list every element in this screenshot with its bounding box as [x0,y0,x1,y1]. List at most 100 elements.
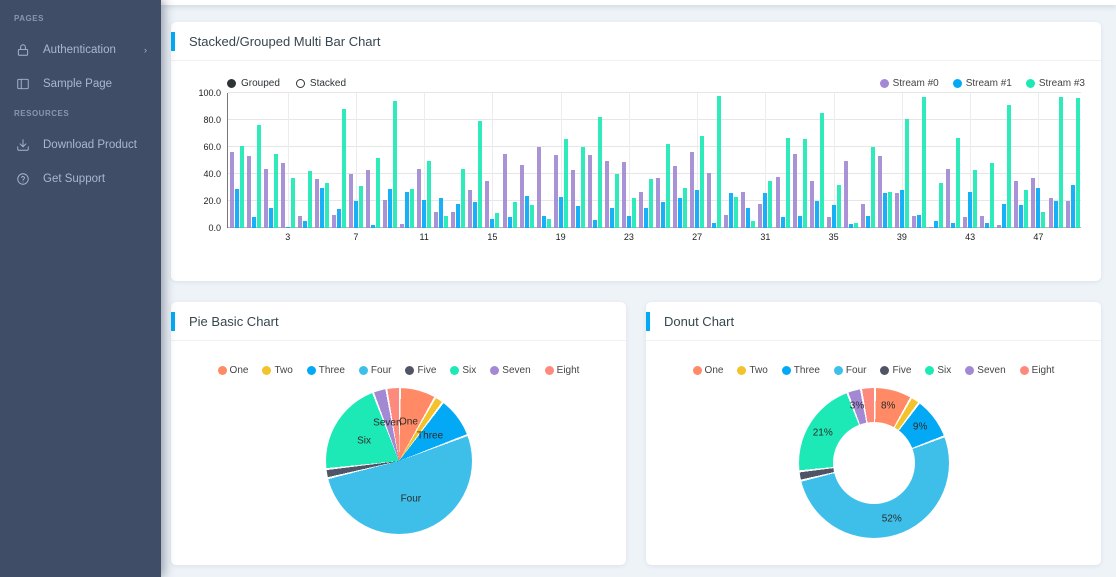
bar-stream-0[interactable] [229,152,234,228]
bar-stream-3[interactable] [819,113,824,228]
bar-stream-3[interactable] [683,187,688,228]
bar-stream-0[interactable] [673,165,678,228]
bar-stream-3[interactable] [427,160,432,228]
legend-item-four[interactable]: Four [833,365,866,376]
bar-stream-0[interactable] [485,180,490,228]
bar-stream-3[interactable] [563,138,568,228]
bar-stream-3[interactable] [1024,190,1029,228]
legend-item-four[interactable]: Four [358,365,391,376]
bar-stream-1[interactable] [251,217,256,228]
legend-item-two[interactable]: Two [262,365,293,376]
bar-stream-0[interactable] [604,160,609,228]
bar-stream-0[interactable] [519,164,524,228]
legend-item-seven[interactable]: Seven [490,365,531,376]
bar-stream-1[interactable] [985,222,990,228]
bar-stream-3[interactable] [939,183,944,228]
bar-stream-1[interactable] [780,217,785,228]
bar-stream-3[interactable] [358,186,363,228]
bar-stream-1[interactable] [371,225,376,228]
bar-stream-3[interactable] [922,97,927,228]
bar-stream-0[interactable] [331,214,336,228]
bar-stream-3[interactable] [785,137,790,228]
bar-stream-0[interactable] [1065,201,1070,228]
bar-stream-1[interactable] [473,202,478,228]
bar-plot[interactable]: 0.0 20.0 40.0 60.0 80.0 100.0 3 7 11 15 19 23 27 31 35… [198,88,1081,242]
bar-stream-1[interactable] [951,222,956,228]
bar-stream-0[interactable] [297,215,302,228]
bar-stream-0[interactable] [690,152,695,228]
bar-stream-1[interactable] [729,192,734,228]
bar-stream-1[interactable] [405,191,410,228]
bar-stream-3[interactable] [393,101,398,228]
bar-stream-3[interactable] [904,118,909,228]
legend-item-three[interactable]: Three [781,365,820,376]
bar-stream-0[interactable] [775,176,780,228]
bar-stream-1[interactable] [456,203,461,228]
bar-stream-0[interactable] [741,191,746,228]
bar-stream-3[interactable] [239,145,244,228]
bar-stream-3[interactable] [1041,211,1046,228]
bar-stream-0[interactable] [280,163,285,228]
bar-stream-0[interactable] [826,217,831,228]
bar-stream-1[interactable] [302,221,307,228]
legend-item-six[interactable]: Six [925,365,951,376]
bar-stream-3[interactable] [734,196,739,228]
bar-stream-1[interactable] [285,226,290,228]
bar-stream-1[interactable] [661,202,666,228]
bar-stream-0[interactable] [400,223,405,228]
bar-stream-1[interactable] [917,214,922,228]
bar-stream-3[interactable] [751,221,756,228]
bar-stream-0[interactable] [263,168,268,228]
bar-stream-1[interactable] [507,217,512,228]
legend-item-five[interactable]: Five [405,365,436,376]
bar-stream-3[interactable] [307,171,312,228]
sidebar-item-download-product[interactable]: Download Product [0,128,161,162]
bar-stream-0[interactable] [963,217,968,228]
bar-stream-3[interactable] [853,222,858,228]
bar-stream-1[interactable] [626,215,631,228]
bar-stream-3[interactable] [546,218,551,228]
sidebar-item-get-support[interactable]: Get Support [0,162,161,196]
bar-stream-0[interactable] [1031,178,1036,228]
bar-stream-0[interactable] [434,211,439,228]
bar-stream-3[interactable] [1058,97,1063,228]
bar-stream-3[interactable] [631,198,636,228]
legend-item-eight[interactable]: Eight [544,365,579,376]
bar-stream-3[interactable] [376,157,381,228]
bar-stream-3[interactable] [717,95,722,228]
legend-item-stream-0[interactable]: Stream #0 [879,78,939,89]
bar-stream-3[interactable] [887,191,892,228]
bar-stream-0[interactable] [877,156,882,228]
bar-stream-3[interactable] [341,109,346,228]
bar-stream-3[interactable] [256,125,261,228]
mode-control-grouped[interactable]: Grouped [227,78,280,89]
bar-stream-0[interactable] [570,169,575,228]
bar-stream-0[interactable] [536,147,541,228]
bar-stream-3[interactable] [666,144,671,228]
bar-stream-0[interactable] [792,153,797,228]
bar-stream-0[interactable] [366,169,371,228]
bar-stream-3[interactable] [990,163,995,228]
bar-stream-0[interactable] [468,190,473,228]
legend-item-stream-3[interactable]: Stream #3 [1025,78,1085,89]
legend-item-one[interactable]: One [692,365,723,376]
bar-stream-1[interactable] [712,222,717,228]
bar-stream-1[interactable] [899,190,904,228]
bar-stream-3[interactable] [802,138,807,228]
bar-stream-0[interactable] [1014,180,1019,228]
bar-stream-1[interactable] [541,215,546,228]
bar-stream-0[interactable] [758,203,763,228]
bar-stream-0[interactable] [843,160,848,228]
bar-stream-3[interactable] [324,183,329,228]
bar-stream-0[interactable] [724,214,729,228]
bar-stream-1[interactable] [882,192,887,228]
bar-stream-1[interactable] [1053,201,1058,228]
sidebar-item-authentication[interactable]: Authentication › [0,33,161,67]
bar-stream-1[interactable] [353,201,358,228]
bar-stream-1[interactable] [439,198,444,228]
bar-stream-3[interactable] [512,202,517,228]
bar-stream-1[interactable] [422,199,427,228]
bar-stream-1[interactable] [1070,184,1075,228]
bar-stream-1[interactable] [678,198,683,228]
bar-stream-0[interactable] [348,174,353,228]
